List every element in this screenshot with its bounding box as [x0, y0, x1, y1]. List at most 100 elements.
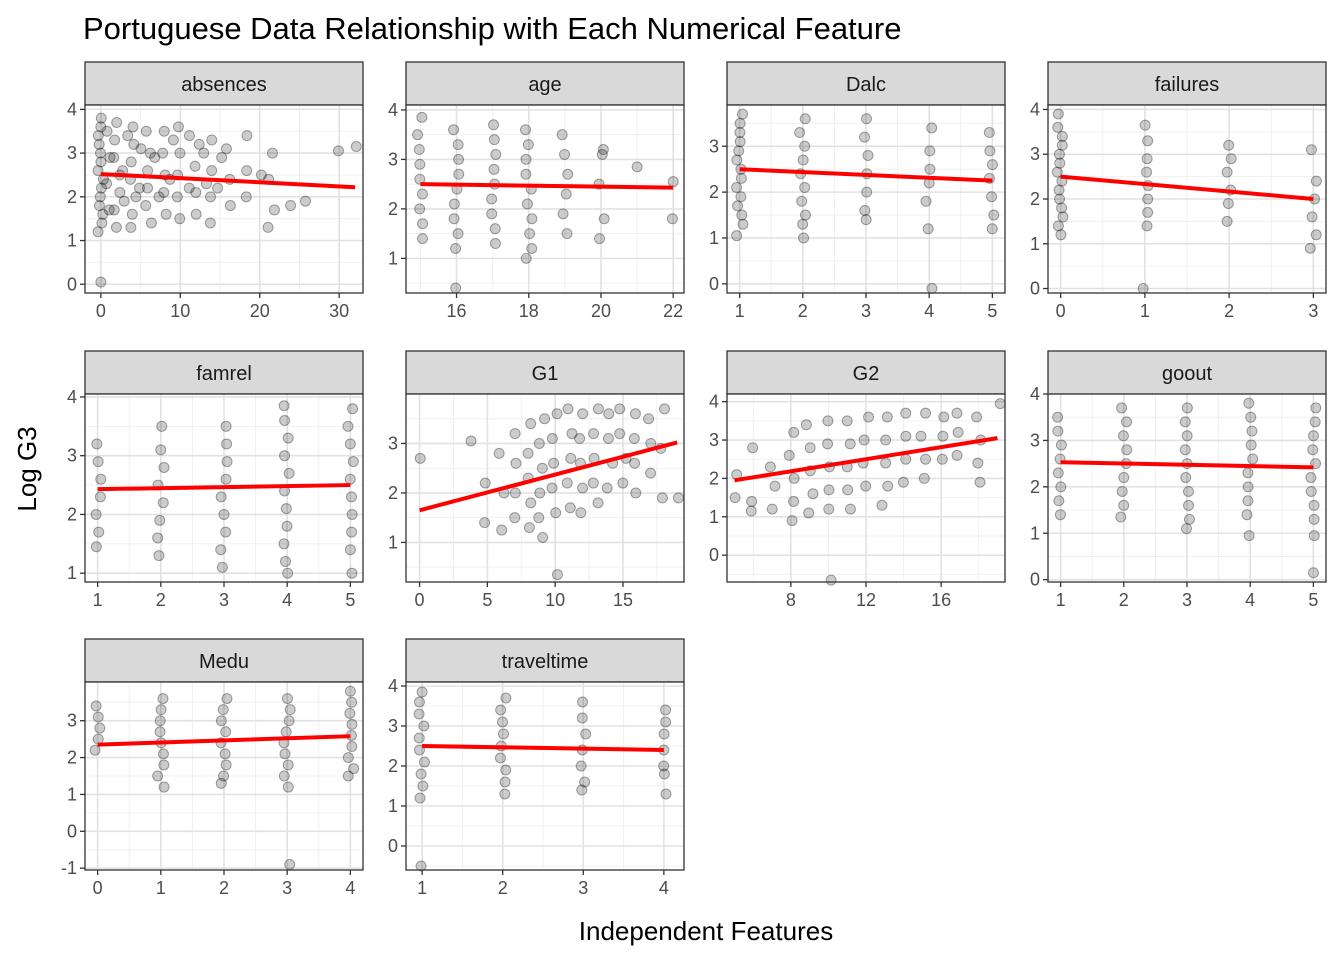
data-point [103, 204, 115, 216]
y-tick-label: 3 [67, 446, 77, 466]
y-tick-label: 3 [1030, 144, 1040, 164]
data-point [158, 461, 170, 473]
data-point [822, 415, 834, 427]
data-point [799, 182, 811, 194]
data-point [1223, 139, 1235, 151]
data-point [786, 515, 798, 527]
x-tick-label: 4 [282, 590, 292, 610]
data-point [128, 138, 140, 150]
data-point [282, 759, 294, 771]
y-tick-label: 2 [67, 504, 77, 524]
data-point [1115, 511, 1127, 523]
data-point [126, 208, 138, 220]
data-point [332, 145, 344, 157]
x-tick-label: 1 [156, 878, 166, 898]
data-point [732, 200, 744, 212]
data-point [862, 149, 874, 161]
x-tick-label: 16 [447, 301, 467, 321]
facet-panel-age: age 16 18 20 22 1 2 3 4 [388, 61, 685, 321]
data-point [1182, 485, 1194, 497]
data-point [769, 480, 781, 492]
facet-strip-label: G2 [853, 363, 880, 385]
data-point [1242, 467, 1254, 479]
data-point [418, 756, 430, 768]
data-point [282, 432, 294, 444]
data-point [924, 145, 936, 157]
data-point [548, 457, 560, 469]
data-point [951, 449, 963, 461]
data-point [268, 204, 280, 216]
data-point [1052, 121, 1064, 133]
data-point [450, 242, 462, 254]
data-point [95, 147, 107, 159]
data-point [220, 143, 232, 155]
facet-panel-famrel: famrel 1 2 3 4 5 1 2 3 4 [67, 350, 364, 610]
data-point [152, 770, 164, 782]
data-point [346, 508, 358, 520]
x-tick-label: 5 [345, 590, 355, 610]
data-point [215, 715, 227, 727]
data-point [346, 567, 358, 579]
data-point [285, 200, 297, 212]
facet-strip-label: absences [181, 74, 267, 96]
data-point [731, 230, 743, 242]
facet-strip-label: famrel [196, 363, 252, 385]
data-point [142, 182, 154, 194]
data-point [216, 561, 228, 573]
data-point [154, 715, 166, 727]
data-point [1180, 523, 1192, 535]
data-point [900, 453, 912, 465]
data-point [844, 503, 856, 515]
data-point [1139, 119, 1151, 131]
data-point [104, 151, 116, 163]
data-point [127, 121, 139, 133]
data-point [660, 788, 672, 800]
data-point [1142, 135, 1154, 147]
x-tick-label: 0 [415, 590, 425, 610]
data-point [799, 140, 811, 152]
data-point [486, 208, 498, 220]
data-point [936, 453, 948, 465]
data-point [597, 144, 609, 156]
data-point [994, 398, 1006, 410]
data-point [1054, 193, 1066, 205]
data-point [240, 191, 252, 203]
x-tick-label: 18 [519, 301, 539, 321]
data-point [920, 195, 932, 207]
data-point [205, 191, 217, 203]
data-point [174, 147, 186, 159]
data-point [546, 482, 558, 494]
data-point [345, 491, 357, 503]
data-point [737, 218, 749, 230]
data-point [735, 191, 747, 203]
data-point [566, 428, 578, 440]
facet-strip [405, 638, 685, 683]
x-tick-label: 30 [329, 301, 349, 321]
facet-strip [84, 61, 364, 106]
regression-line [97, 483, 351, 492]
x-tick-label: 3 [578, 878, 588, 898]
data-point [1306, 211, 1318, 223]
data-point [89, 744, 101, 756]
data-point [918, 472, 930, 484]
data-point [1305, 472, 1317, 484]
y-tick-label: 2 [67, 748, 77, 768]
data-point [342, 752, 354, 764]
data-point [93, 200, 105, 212]
data-point [342, 420, 354, 432]
data-point [534, 487, 546, 499]
data-point [342, 770, 354, 782]
y-tick-label: 4 [67, 387, 77, 407]
data-point [488, 163, 500, 175]
data-point [551, 408, 563, 420]
data-point [108, 204, 120, 216]
data-point [1051, 166, 1063, 178]
data-point [509, 512, 521, 524]
data-point [844, 438, 856, 450]
x-tick-label: 3 [219, 590, 229, 610]
x-tick-label: 1 [735, 301, 745, 321]
data-point [971, 411, 983, 423]
data-point [915, 430, 927, 442]
data-point [734, 117, 746, 129]
y-tick-label: 1 [388, 532, 398, 552]
